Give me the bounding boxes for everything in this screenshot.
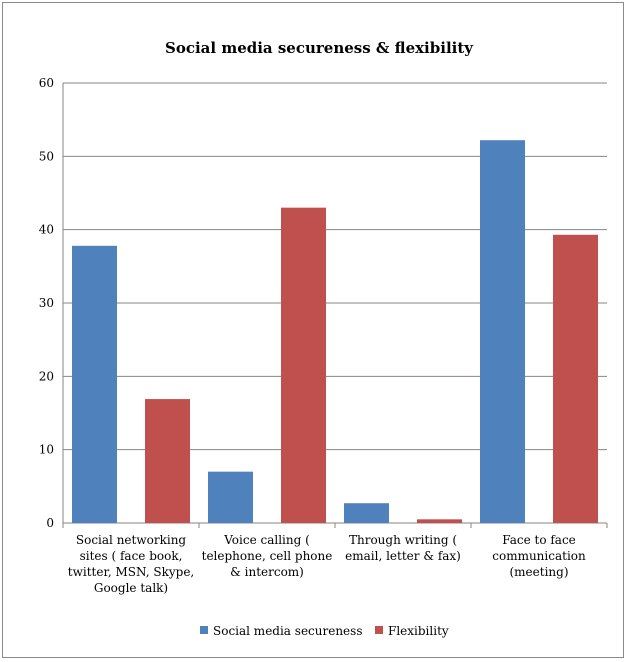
category-labels: Social networking sites ( face book, twitt… — [68, 533, 586, 595]
legend: Social media secureness Flexibility — [200, 624, 449, 638]
y-tick-label: 0 — [46, 516, 54, 530]
category-label: sites ( face book, — [80, 549, 183, 563]
chart-title: Social media secureness & flexibility — [165, 39, 474, 57]
category-label: Voice calling ( — [223, 533, 310, 547]
category-label: Social networking — [76, 533, 187, 547]
category-label: Through writing ( — [349, 533, 457, 547]
legend-label: Flexibility — [388, 624, 449, 638]
bar-flexibility — [145, 399, 190, 523]
y-tick-label: 50 — [39, 149, 54, 163]
bar-flexibility — [417, 519, 462, 523]
bar-secureness — [480, 140, 525, 523]
y-tick-label: 10 — [39, 443, 54, 457]
bar-secureness — [72, 245, 117, 524]
category-label: communication — [492, 549, 586, 563]
y-tick-label: 30 — [39, 296, 54, 310]
category-label: (meeting) — [509, 565, 568, 579]
legend-label: Social media secureness — [213, 624, 362, 638]
category-label: twitter, MSN, Skype, — [68, 565, 194, 579]
y-tick-label: 60 — [39, 76, 54, 90]
category-label: telephone, cell phone — [202, 549, 333, 563]
y-tick-label: 20 — [39, 369, 54, 383]
bar-flexibility — [281, 207, 326, 523]
bar-chart: Social media secureness & flexibility 0 1… — [39, 39, 608, 638]
bar-secureness — [344, 503, 389, 523]
bars — [72, 140, 598, 524]
category-label: Face to face — [502, 533, 576, 547]
category-label: email, letter & fax) — [345, 549, 461, 563]
category-label: Google talk) — [94, 581, 168, 595]
legend-swatch — [200, 626, 208, 634]
bar-secureness — [208, 471, 253, 523]
legend-swatch — [375, 626, 383, 634]
y-tick-label: 40 — [39, 223, 54, 237]
bar-flexibility — [553, 234, 598, 524]
category-label: & intercom) — [230, 565, 304, 579]
gridlines — [63, 82, 607, 451]
